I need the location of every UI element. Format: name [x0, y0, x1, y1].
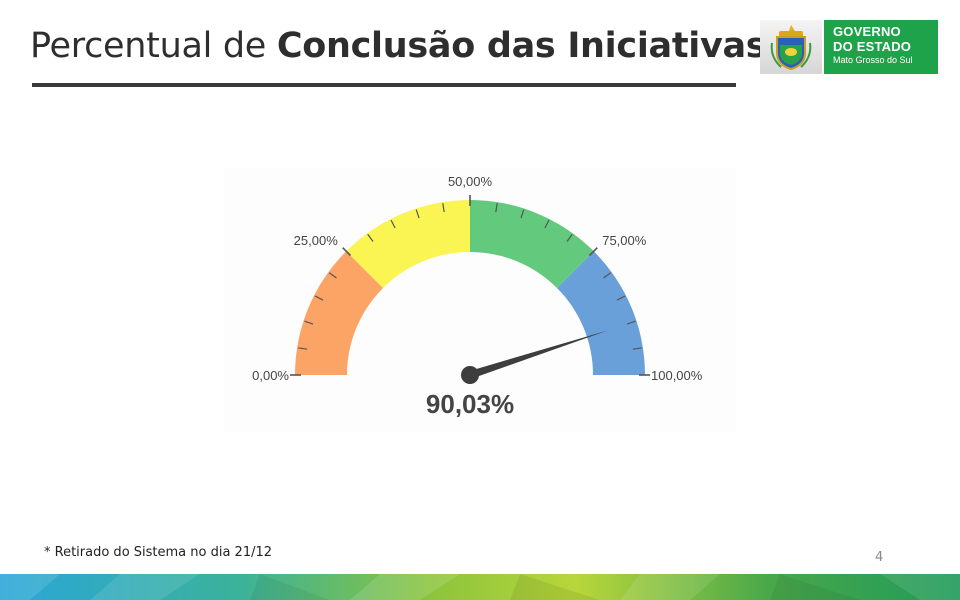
gauge-tick	[442, 203, 445, 213]
gauge-tick	[616, 295, 626, 301]
logo-text-block: GOVERNO DO ESTADO Mato Grosso do Sul	[824, 20, 938, 74]
page-title: Percentual de Conclusão das Iniciativas	[30, 26, 767, 66]
gauge-tick	[298, 347, 308, 350]
page-number: 4	[875, 550, 884, 565]
government-logo: GOVERNO DO ESTADO Mato Grosso do Sul	[760, 20, 938, 74]
gauge-value-label: 90,03%	[426, 389, 514, 419]
gauge-chart: 0,00% 25,00% 50,00% 75,00% 100,00% 90,03%	[252, 174, 703, 419]
gauge-tick	[588, 247, 598, 257]
gauge-tick	[495, 203, 498, 213]
gauge-tick	[314, 295, 324, 301]
gauge-tick	[304, 320, 314, 325]
page-title-light: Percentual de	[30, 26, 277, 66]
gauge-band-1	[346, 200, 470, 289]
gauge-tick	[415, 209, 420, 219]
gauge-tick-label: 75,00%	[602, 233, 647, 248]
title-underline	[32, 83, 736, 87]
gauge-tick-label: 0,00%	[252, 368, 289, 383]
gauge-tick-label: 25,00%	[294, 233, 339, 248]
gauge-needle-hub	[461, 366, 479, 384]
decorative-bottom-band	[0, 574, 960, 600]
gauge-band-3	[556, 251, 645, 375]
gauge-tick	[566, 233, 573, 242]
gauge-tick	[603, 272, 612, 279]
gauge-needle	[468, 330, 608, 379]
gauge-tick	[544, 219, 550, 229]
gauge-tick	[520, 209, 525, 219]
gauge-tick	[390, 219, 396, 229]
footnote: * Retirado do Sistema no dia 21/12	[44, 545, 273, 560]
logo-line-do-estado: DO ESTADO	[833, 39, 912, 54]
gauge-tick	[626, 320, 636, 325]
logo-line-state-name: Mato Grosso do Sul	[833, 55, 913, 65]
gauge-tick-label: 50,00%	[448, 174, 493, 189]
gauge-tick	[328, 272, 337, 279]
gauge-tick	[367, 233, 374, 242]
gauge-tick	[632, 347, 642, 350]
gauge-panel: 0,00% 25,00% 50,00% 75,00% 100,00% 90,03%	[224, 168, 736, 432]
logo-line-governo: GOVERNO	[833, 24, 901, 39]
state-coat-of-arms-icon	[760, 20, 822, 74]
page-title-bold: Conclusão das Iniciativas	[276, 26, 767, 66]
gauge-band-0	[295, 251, 384, 375]
gauge-band-2	[470, 200, 594, 289]
gauge-tick-label: 100,00%	[651, 368, 703, 383]
gauge-tick	[342, 247, 352, 257]
